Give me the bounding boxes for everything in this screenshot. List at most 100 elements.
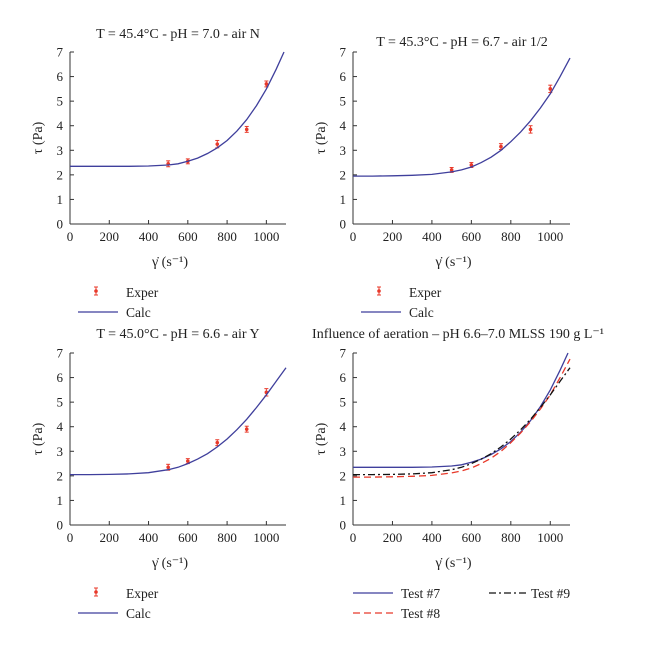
y-tick-label: 3 xyxy=(57,444,64,459)
data-point xyxy=(166,160,171,168)
y-axis-label: τ (Pa) xyxy=(31,121,46,154)
x-tick-label: 200 xyxy=(100,229,120,244)
x-tick-label: 800 xyxy=(217,229,237,244)
legend-label: Exper xyxy=(126,586,159,601)
x-tick-label: 0 xyxy=(350,229,357,244)
x-tick-label: 400 xyxy=(422,229,442,244)
y-tick-label: 4 xyxy=(57,118,64,133)
y-tick-label: 1 xyxy=(57,192,64,207)
x-axis-label: γ̇ (s⁻¹) xyxy=(434,255,471,270)
series-line-2 xyxy=(70,51,285,167)
x-tick-label: 200 xyxy=(100,530,120,545)
y-tick-label: 6 xyxy=(340,69,347,84)
chart-title: T = 45.0°C - pH = 6.6 - air Y xyxy=(96,327,259,342)
x-tick-label: 1000 xyxy=(537,530,563,545)
y-tick-label: 5 xyxy=(340,94,347,109)
y-tick-label: 4 xyxy=(57,419,64,434)
legend-item: Calc xyxy=(361,305,434,320)
x-tick-label: 800 xyxy=(217,530,237,545)
data-point xyxy=(244,425,249,433)
x-axis-label: γ̇ (s⁻¹) xyxy=(434,556,471,571)
x-tick-label: 600 xyxy=(178,229,198,244)
y-axis-label: τ (Pa) xyxy=(314,422,329,455)
y-axis-label: τ (Pa) xyxy=(31,422,46,455)
x-tick-label: 1000 xyxy=(537,229,563,244)
y-tick-label: 0 xyxy=(57,217,64,232)
x-tick-label: 800 xyxy=(501,530,521,545)
y-tick-label: 3 xyxy=(340,444,347,459)
y-tick-label: 6 xyxy=(57,69,64,84)
y-tick-label: 7 xyxy=(57,346,64,361)
y-tick-label: 7 xyxy=(340,346,347,361)
x-tick-label: 1000 xyxy=(253,229,279,244)
legend-label: Test #9 xyxy=(531,586,570,601)
x-tick-label: 200 xyxy=(383,530,403,545)
chart-4: Influence of aeration – pH 6.6–7.0 MLSS … xyxy=(312,327,604,621)
y-tick-label: 1 xyxy=(340,493,347,508)
x-tick-label: 400 xyxy=(139,229,159,244)
legend-label: Test #8 xyxy=(401,606,440,621)
y-tick-label: 6 xyxy=(340,370,347,385)
y-tick-label: 7 xyxy=(57,45,64,60)
y-tick-label: 2 xyxy=(340,167,347,182)
y-tick-label: 0 xyxy=(340,518,347,533)
x-tick-label: 600 xyxy=(462,229,482,244)
x-tick-label: 0 xyxy=(350,530,357,545)
legend-label: Calc xyxy=(126,305,151,320)
x-tick-label: 0 xyxy=(67,229,74,244)
legend-label: Test #7 xyxy=(401,586,440,601)
series-line-2 xyxy=(353,358,571,478)
y-tick-label: 1 xyxy=(57,493,64,508)
legend: Exper Calc xyxy=(78,586,159,621)
y-tick-label: 4 xyxy=(340,118,347,133)
y-tick-label: 3 xyxy=(340,143,347,158)
y-tick-label: 1 xyxy=(340,192,347,207)
y-tick-label: 2 xyxy=(57,468,64,483)
x-tick-label: 800 xyxy=(501,229,521,244)
chart-title: T = 45.3°C - pH = 6.7 - air 1/2 xyxy=(376,35,548,50)
data-point xyxy=(215,139,220,149)
legend-item: Exper xyxy=(94,285,159,300)
legend-label: Calc xyxy=(126,606,151,621)
series-line-2 xyxy=(353,57,571,177)
x-tick-label: 400 xyxy=(422,530,442,545)
legend-item: Exper xyxy=(377,285,442,300)
chart-title: Influence of aeration – pH 6.6–7.0 MLSS … xyxy=(312,327,604,342)
legend: Test #7 Test #8 Test #9 xyxy=(353,586,570,621)
x-tick-label: 1000 xyxy=(253,530,279,545)
series-line-3 xyxy=(353,367,571,476)
y-tick-label: 7 xyxy=(340,45,347,60)
y-tick-label: 2 xyxy=(340,468,347,483)
legend-item: Calc xyxy=(78,606,151,621)
y-axis-label: τ (Pa) xyxy=(314,121,329,154)
legend-item: Exper xyxy=(94,586,159,601)
data-point xyxy=(528,125,533,134)
x-axis-label: γ̇ (s⁻¹) xyxy=(151,255,188,270)
x-axis-label: γ̇ (s⁻¹) xyxy=(151,556,188,571)
y-tick-label: 5 xyxy=(57,94,64,109)
legend-item: Calc xyxy=(78,305,151,320)
y-tick-label: 3 xyxy=(57,143,64,158)
legend-item: Test #9 xyxy=(489,586,570,601)
y-tick-label: 0 xyxy=(340,217,347,232)
series-line-1 xyxy=(353,352,569,468)
x-tick-label: 400 xyxy=(139,530,159,545)
legend-label: Calc xyxy=(409,305,434,320)
y-tick-label: 6 xyxy=(57,370,64,385)
legend-item: Test #8 xyxy=(353,606,440,621)
legend: Exper Calc xyxy=(361,285,442,320)
legend-item: Test #7 xyxy=(353,586,440,601)
x-tick-label: 600 xyxy=(462,530,482,545)
y-tick-label: 2 xyxy=(57,167,64,182)
chart-3: T = 45.0°C - pH = 6.6 - air Y 0 200 400 600 8… xyxy=(31,327,287,621)
legend: Exper Calc xyxy=(78,285,159,320)
legend-label: Exper xyxy=(126,285,159,300)
series-line-2 xyxy=(70,367,287,476)
y-tick-label: 5 xyxy=(57,395,64,410)
data-point xyxy=(264,80,269,88)
chart-1: T = 45.4°C - pH = 7.0 - air N 0 200 400 600 8… xyxy=(31,27,286,320)
data-point xyxy=(244,125,249,133)
legend-label: Exper xyxy=(409,285,442,300)
x-tick-label: 200 xyxy=(383,229,403,244)
y-tick-label: 4 xyxy=(340,419,347,434)
